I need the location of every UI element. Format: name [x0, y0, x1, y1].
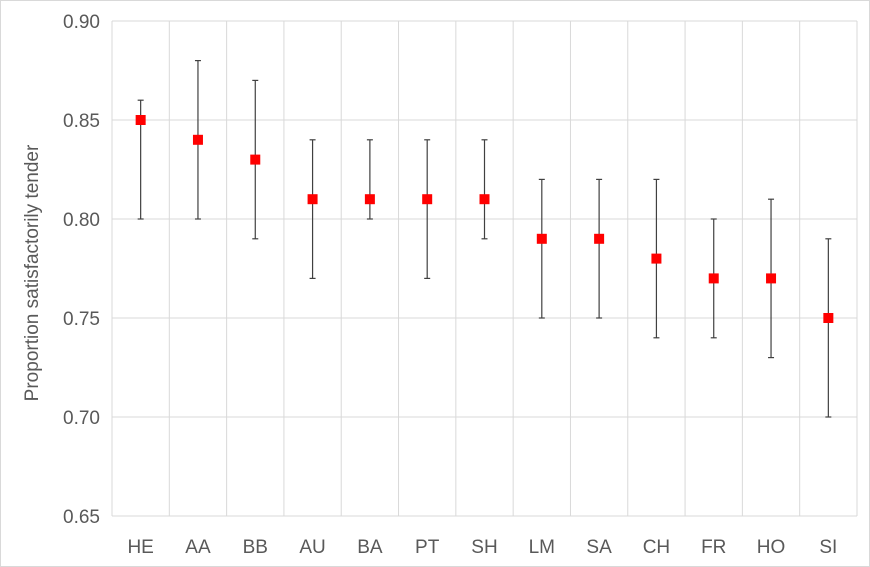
error-bar — [538, 178, 545, 319]
x-axis-ticks: HE AA BB AU BA PT SH LM SA CH FR HO SI — [127, 537, 837, 558]
data-point — [364, 194, 375, 205]
x-tick-label: BA — [357, 537, 383, 558]
data-point — [307, 194, 318, 205]
data-point — [192, 134, 203, 145]
x-tick-label: CH — [643, 537, 670, 558]
data-point — [422, 194, 433, 205]
data-point — [594, 233, 605, 244]
y-tick-label: 0.85 — [63, 111, 100, 132]
error-bar — [424, 139, 431, 279]
data-point — [536, 233, 547, 244]
data-point — [250, 154, 261, 165]
error-bar — [825, 238, 832, 418]
data-points — [135, 115, 834, 323]
error-bars — [137, 59, 832, 418]
error-bar — [596, 178, 603, 319]
x-tick-label: HO — [757, 537, 786, 558]
y-tick-label: 0.65 — [63, 507, 100, 528]
data-point — [135, 115, 146, 125]
x-tick-label: FR — [701, 537, 726, 558]
y-tick-label: 0.70 — [63, 408, 100, 429]
data-point — [479, 194, 490, 205]
x-tick-label: PT — [415, 537, 440, 558]
x-tick-label: LM — [529, 537, 555, 558]
data-point — [651, 253, 662, 264]
gridlines — [111, 20, 858, 517]
x-tick-label: AU — [299, 537, 325, 558]
data-point — [708, 273, 719, 284]
error-bar — [366, 139, 373, 220]
y-tick-label: 0.90 — [63, 12, 100, 33]
x-tick-label: HE — [127, 537, 153, 558]
x-tick-label: SA — [586, 537, 612, 558]
y-axis-title: Proportion satisfactorily tender — [22, 144, 43, 401]
x-tick-label: SI — [819, 537, 837, 558]
y-tick-label: 0.75 — [63, 309, 100, 330]
y-tick-label: 0.80 — [63, 210, 100, 231]
y-axis-ticks: 0.65 0.70 0.75 0.80 0.85 0.90 — [63, 12, 100, 528]
error-bar — [309, 139, 316, 279]
x-tick-label: SH — [471, 537, 497, 558]
x-tick-label: BB — [243, 537, 268, 558]
data-point — [823, 313, 834, 323]
error-bar — [481, 139, 488, 240]
data-point — [766, 273, 777, 284]
x-tick-label: AA — [185, 537, 211, 558]
